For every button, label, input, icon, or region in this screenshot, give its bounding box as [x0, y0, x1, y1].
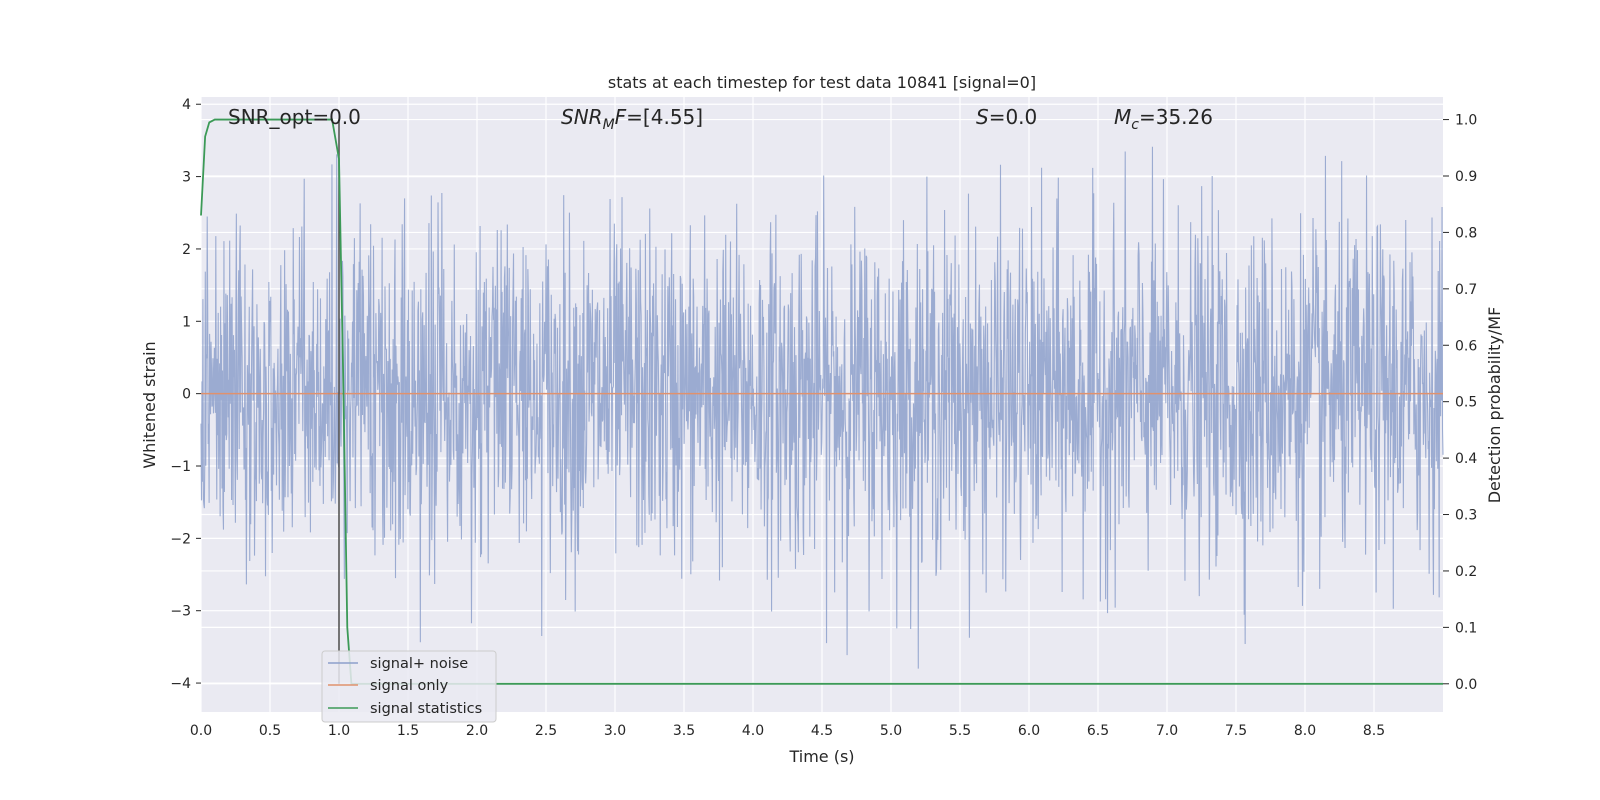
x-tick-label: 3.5 [673, 723, 695, 739]
x-tick-label: 8.0 [1294, 723, 1316, 739]
x-tick-label: 6.5 [1087, 723, 1109, 739]
x-tick-label: 1.5 [397, 723, 419, 739]
y-tick-label-right: 1.0 [1455, 113, 1477, 129]
x-tick-label: 3.0 [604, 723, 626, 739]
x-tick-label: 0.5 [259, 723, 281, 739]
x-tick-label: 8.5 [1363, 723, 1385, 739]
annotation-s: S=0.0 [976, 105, 1037, 129]
y-axis-right-label: Detection probability/MF [1485, 307, 1504, 504]
chart-title: stats at each timestep for test data 108… [608, 73, 1036, 92]
y-tick-label-right: 0.2 [1455, 564, 1477, 580]
y-tick-label-left: 4 [182, 97, 191, 113]
signal-noise-line [200, 146, 1444, 669]
annotation-snr-mf: SNRMF=[4.55] [561, 105, 703, 133]
x-tick-label: 6.0 [1018, 723, 1040, 739]
legend: signal+ noise signal only signal statist… [321, 650, 497, 723]
y-tick-label-left: −2 [170, 531, 191, 547]
legend-label-signal-only: signal only [370, 678, 449, 694]
legend-label-signal-noise: signal+ noise [370, 656, 468, 672]
x-axis-label: Time (s) [788, 747, 854, 766]
legend-box [321, 650, 497, 723]
y-axis-left-label: Whitened strain [140, 341, 159, 468]
x-axis-ticks: 0.0 0.5 1.0 1.5 2.0 2.5 3.0 3.5 4.0 4.5 5.0 5.5 6.0 6… [190, 723, 1385, 739]
y-tick-label-right: 0.4 [1455, 451, 1477, 467]
y-tick-label-left: 2 [182, 242, 191, 258]
y-tick-label-left: 0 [182, 387, 191, 403]
y-tick-label-left: −1 [170, 459, 191, 475]
y-tick-label-right: 0.6 [1455, 338, 1477, 354]
x-tick-label: 5.0 [880, 723, 902, 739]
y-axis-left-ticks: 4 3 2 1 0 −1 −2 −3 −4 [170, 97, 201, 692]
signal-statistics-line [200, 118, 1443, 685]
annotation-snr-opt: SNR_opt=0.0 [228, 105, 361, 129]
annotation-mc: Mc=35.26 [1114, 105, 1213, 133]
signal-statistics-series [200, 118, 1443, 685]
y-tick-label-right: 0.5 [1455, 395, 1477, 411]
y-tick-label-left: 3 [182, 170, 191, 186]
x-tick-label: 5.5 [949, 723, 971, 739]
x-tick-label: 1.0 [328, 723, 350, 739]
signal-noise-series [200, 146, 1444, 669]
y-tick-label-right: 0.0 [1455, 677, 1477, 693]
x-tick-label: 0.0 [190, 723, 212, 739]
y-tick-label-left: 1 [182, 314, 191, 330]
y-tick-label-left: −3 [170, 604, 191, 620]
y-axis-right-ticks: 1.0 0.9 0.8 0.7 0.6 0.5 0.4 0.3 0.2 0.1 0.0 [1443, 113, 1477, 693]
x-tick-label: 7.0 [1156, 723, 1178, 739]
legend-label-signal-statistics: signal statistics [370, 701, 482, 717]
y-tick-label-left: −4 [170, 676, 191, 692]
x-tick-label: 2.0 [466, 723, 488, 739]
y-tick-label-right: 0.8 [1455, 225, 1477, 241]
y-tick-label-right: 0.1 [1455, 620, 1477, 636]
x-tick-label: 4.5 [811, 723, 833, 739]
y-tick-label-right: 0.3 [1455, 508, 1477, 524]
x-tick-label: 2.5 [535, 723, 557, 739]
y-tick-label-right: 0.7 [1455, 282, 1477, 298]
y-tick-label-right: 0.9 [1455, 169, 1477, 185]
x-tick-label: 7.5 [1225, 723, 1247, 739]
x-tick-label: 4.0 [742, 723, 764, 739]
